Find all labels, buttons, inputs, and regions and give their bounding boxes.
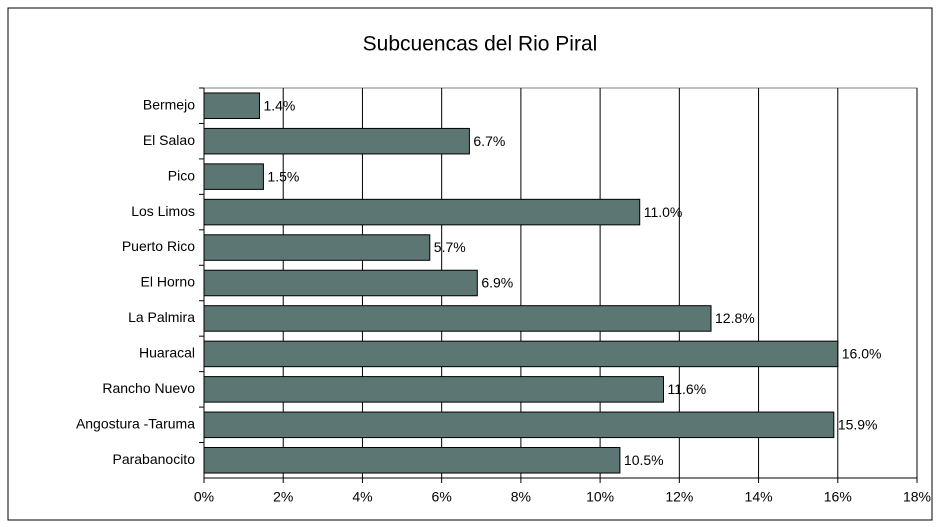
data-label: 6.9%	[481, 275, 513, 291]
bar	[203, 269, 478, 297]
data-label: 5.7%	[434, 239, 466, 255]
data-label: 15.9%	[838, 417, 878, 433]
data-label: 12.8%	[715, 310, 755, 326]
x-tick-label: 14%	[745, 489, 773, 505]
bar	[203, 447, 621, 474]
y-tick-label: El Salao	[143, 132, 195, 148]
data-label: 16.0%	[842, 346, 882, 362]
y-tick-label: Puerto Rico	[122, 238, 195, 254]
x-tick-label: 8%	[511, 489, 531, 505]
y-tick-label: Parabanocito	[112, 451, 195, 467]
x-tick-label: 18%	[903, 489, 931, 505]
y-tick-label: Los Limos	[131, 203, 195, 219]
data-label: 11.6%	[667, 381, 706, 397]
bar	[203, 411, 835, 439]
bar	[203, 340, 839, 368]
bar	[203, 163, 264, 190]
bar	[203, 92, 260, 119]
data-label: 6.7%	[473, 133, 505, 149]
bar	[203, 127, 470, 155]
data-label: 1.4%	[263, 97, 295, 113]
y-tick-label: Pico	[168, 167, 195, 183]
bar	[203, 305, 712, 332]
y-tick-label: El Horno	[141, 274, 196, 290]
x-tick-label: 2%	[273, 489, 293, 505]
x-tick-label: 4%	[352, 489, 372, 505]
bar	[203, 198, 641, 226]
chart-title: Subcuencas del Rio Piral	[363, 33, 598, 56]
y-tick-label: Angostura -Taruma	[76, 416, 195, 432]
x-tick-label: 12%	[665, 489, 693, 505]
y-tick-label: Rancho Nuevo	[102, 380, 195, 396]
data-label: 10.5%	[624, 452, 664, 468]
x-tick-label: 16%	[824, 489, 852, 505]
x-tick-label: 10%	[586, 489, 614, 505]
data-label: 11.0%	[644, 204, 683, 220]
bar	[203, 376, 664, 403]
bar	[203, 234, 431, 261]
y-tick-label: Huaracal	[139, 345, 195, 361]
x-tick-label: 0%	[194, 489, 214, 505]
y-tick-label: Bermejo	[143, 96, 195, 112]
x-tick-label: 6%	[432, 489, 452, 505]
data-label: 1.5%	[267, 168, 299, 184]
y-tick-label: La Palmira	[128, 309, 195, 325]
